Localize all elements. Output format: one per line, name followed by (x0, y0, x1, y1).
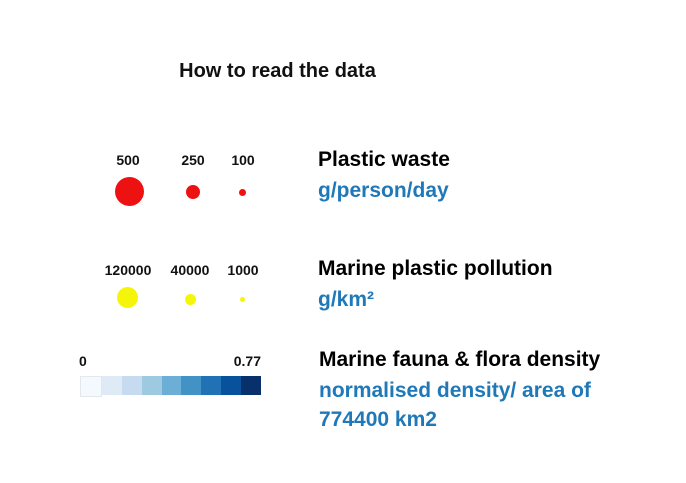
fauna-flora-heading: Marine fauna & flora density (319, 348, 601, 371)
plastic-waste-size-label-100: 100 (231, 152, 255, 168)
scale-swatch (101, 376, 122, 395)
marine-pollution-circle-40000 (185, 294, 196, 305)
scale-swatch (201, 376, 222, 395)
plastic-waste-heading: Plastic waste (318, 148, 450, 171)
marine-pollution-size-label-40000: 40000 (170, 262, 210, 278)
plastic-waste-size-label-250: 250 (181, 152, 205, 168)
marine-pollution-size-label-1000: 1000 (227, 262, 259, 278)
marine-pollution-unit: g/km² (318, 288, 375, 311)
scale-min-label: 0 (79, 353, 87, 369)
legend-title: How to read the data (179, 60, 376, 82)
plastic-waste-unit: g/person/day (318, 179, 449, 202)
scale-swatch (121, 376, 142, 395)
scale-swatch (221, 376, 242, 395)
scale-max-label: 0.77 (233, 353, 261, 369)
scale-swatch (161, 376, 182, 395)
fauna-flora-unit-line1: normalised density/ area of (319, 379, 591, 402)
scale-swatch (181, 376, 202, 395)
marine-pollution-circle-120000 (117, 287, 138, 308)
fauna-flora-unit-line2: 774400 km2 (319, 408, 437, 431)
scale-swatch (241, 376, 262, 395)
marine-pollution-circle-1000 (240, 297, 245, 302)
plastic-waste-circle-250 (186, 185, 200, 199)
plastic-waste-size-label-500: 500 (116, 152, 140, 168)
marine-pollution-heading: Marine plastic pollution (318, 257, 553, 280)
density-color-scale (80, 376, 262, 397)
marine-pollution-size-label-120000: 120000 (104, 262, 152, 278)
scale-swatch (141, 376, 162, 395)
scale-swatch (80, 376, 102, 397)
plastic-waste-circle-500 (115, 177, 144, 206)
plastic-waste-circle-100 (239, 189, 246, 196)
